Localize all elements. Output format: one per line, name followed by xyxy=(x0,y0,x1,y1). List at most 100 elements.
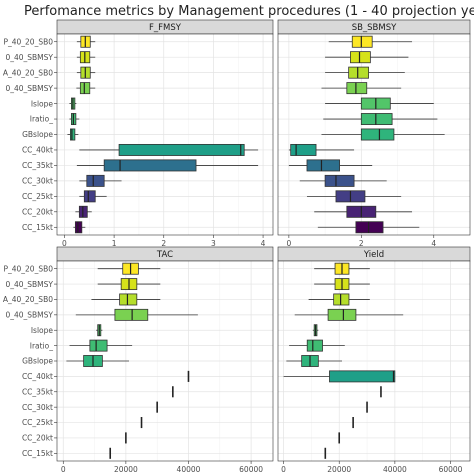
box-iqr xyxy=(360,113,393,126)
panel-border xyxy=(277,260,471,462)
y-tick-label: A_40_20_SB0 xyxy=(3,295,53,304)
box-5 xyxy=(323,113,438,126)
box-iqr xyxy=(360,128,395,141)
y-tick-label: CC_25kt xyxy=(22,418,53,427)
y-tick-label: A_40_20_SB0 xyxy=(3,68,53,77)
panel-tac: TAC 0 20000 40000 60000 P_40_20_SB0 0_40_SBMSY… xyxy=(3,246,274,474)
box-7 xyxy=(283,370,396,383)
y-tick-label: GBslope xyxy=(22,357,53,366)
box-iqr xyxy=(324,174,355,187)
box-5 xyxy=(289,339,345,352)
x-tick-label: 20000 xyxy=(114,465,138,474)
y-tick-label: Islope xyxy=(31,99,54,108)
box-0 xyxy=(97,262,161,275)
box-5 xyxy=(69,339,133,352)
box-2 xyxy=(91,293,161,306)
box-10 xyxy=(79,190,107,203)
box-2 xyxy=(308,293,370,306)
x-tick-label: 4 xyxy=(431,239,436,248)
panel-yield: Yield 0 20000 40000 60000 xyxy=(277,246,471,474)
box-6 xyxy=(321,128,445,141)
y-tick-label: Iratio_ xyxy=(30,115,54,124)
box-6 xyxy=(286,355,342,367)
box-8 xyxy=(288,159,373,172)
box-11 xyxy=(75,205,92,218)
panel-sb-sbmsy: SB_SBMSY 0 2 4 xyxy=(277,19,471,248)
y-tick-label: CC_40kt xyxy=(22,372,53,381)
facet-label: F_FMSY xyxy=(149,23,182,33)
y-tick-label: CC_15kt xyxy=(22,223,53,232)
box-2 xyxy=(325,66,405,79)
box-iqr xyxy=(79,82,91,95)
y-tick-label: 0_40_SBMSY xyxy=(5,311,53,320)
box-iqr xyxy=(118,143,245,156)
box-9 xyxy=(79,174,122,187)
y-tick-label: CC_40kt xyxy=(22,146,53,155)
box-iqr xyxy=(74,221,83,234)
facet-label: Yield xyxy=(363,250,384,260)
y-tick-label: GBslope xyxy=(22,130,53,139)
box-12 xyxy=(317,221,420,234)
y-tick-label: Islope xyxy=(31,326,54,335)
x-tick-label: 3 xyxy=(211,239,216,248)
box-10 xyxy=(306,190,402,203)
box-iqr xyxy=(114,308,149,321)
box-0 xyxy=(328,35,413,48)
box-0 xyxy=(314,262,370,275)
x-tick-label: 4 xyxy=(261,239,266,248)
x-tick-label: 0 xyxy=(62,239,67,248)
box-6 xyxy=(66,355,129,367)
box-2 xyxy=(76,66,96,79)
x-tick-label: 40000 xyxy=(383,465,407,474)
y-tick-label: P_40_20_SB0 xyxy=(3,264,53,273)
box-iqr xyxy=(350,51,371,64)
x-tick-label: 0 xyxy=(286,239,291,248)
box-iqr xyxy=(329,370,396,383)
box-3 xyxy=(75,308,198,321)
x-tick-label: 2 xyxy=(161,239,166,248)
y-tick-label: CC_25kt xyxy=(22,192,53,201)
y-tick-label: CC_15kt xyxy=(22,449,53,458)
x-tick-label: 60000 xyxy=(439,465,463,474)
x-tick-label: 2 xyxy=(359,239,364,248)
box-6 xyxy=(67,128,79,141)
x-tick-label: 1 xyxy=(112,239,117,248)
box-11 xyxy=(314,205,413,218)
box-7 xyxy=(79,143,259,156)
box-3 xyxy=(294,308,404,321)
box-iqr xyxy=(103,159,197,172)
y-tick-label: CC_35kt xyxy=(22,387,53,396)
box-iqr xyxy=(333,293,350,306)
box-iqr xyxy=(355,221,384,234)
y-tick-label: 0_40_SBMSY xyxy=(5,84,53,93)
panel-border xyxy=(277,33,471,236)
x-tick-label: 60000 xyxy=(239,465,263,474)
box-4 xyxy=(312,324,319,337)
box-4 xyxy=(69,97,77,110)
chart-title: Perfomance metrics by Management procedu… xyxy=(24,4,474,19)
box-iqr xyxy=(89,339,108,352)
box-5 xyxy=(69,113,80,126)
panel-f-fmsy: F_FMSY 0 1 2 3 4 P_40_20_SB0 0_40_SBMSY A_40_20_… xyxy=(3,19,274,248)
box-iqr xyxy=(119,293,138,306)
y-tick-label: P_40_20_SB0 xyxy=(3,37,53,46)
y-tick-label: CC_20kt xyxy=(22,434,53,443)
x-tick-label: 0 xyxy=(61,465,66,474)
box-12 xyxy=(73,221,86,234)
box-iqr xyxy=(327,308,357,321)
y-tick-label: CC_30kt xyxy=(22,177,53,186)
box-3 xyxy=(76,82,96,95)
box-1 xyxy=(97,278,161,291)
y-tick-label: 0_40_SBMSY xyxy=(5,53,53,62)
box-3 xyxy=(321,82,402,95)
box-1 xyxy=(76,51,96,64)
y-tick-label: Iratio_ xyxy=(30,341,54,350)
box-iqr xyxy=(83,190,96,203)
box-8 xyxy=(76,159,259,172)
box-iqr xyxy=(290,143,317,156)
y-tick-label: CC_30kt xyxy=(22,403,53,412)
box-1 xyxy=(314,278,370,291)
box-1 xyxy=(325,51,409,64)
box-4 xyxy=(96,324,103,337)
